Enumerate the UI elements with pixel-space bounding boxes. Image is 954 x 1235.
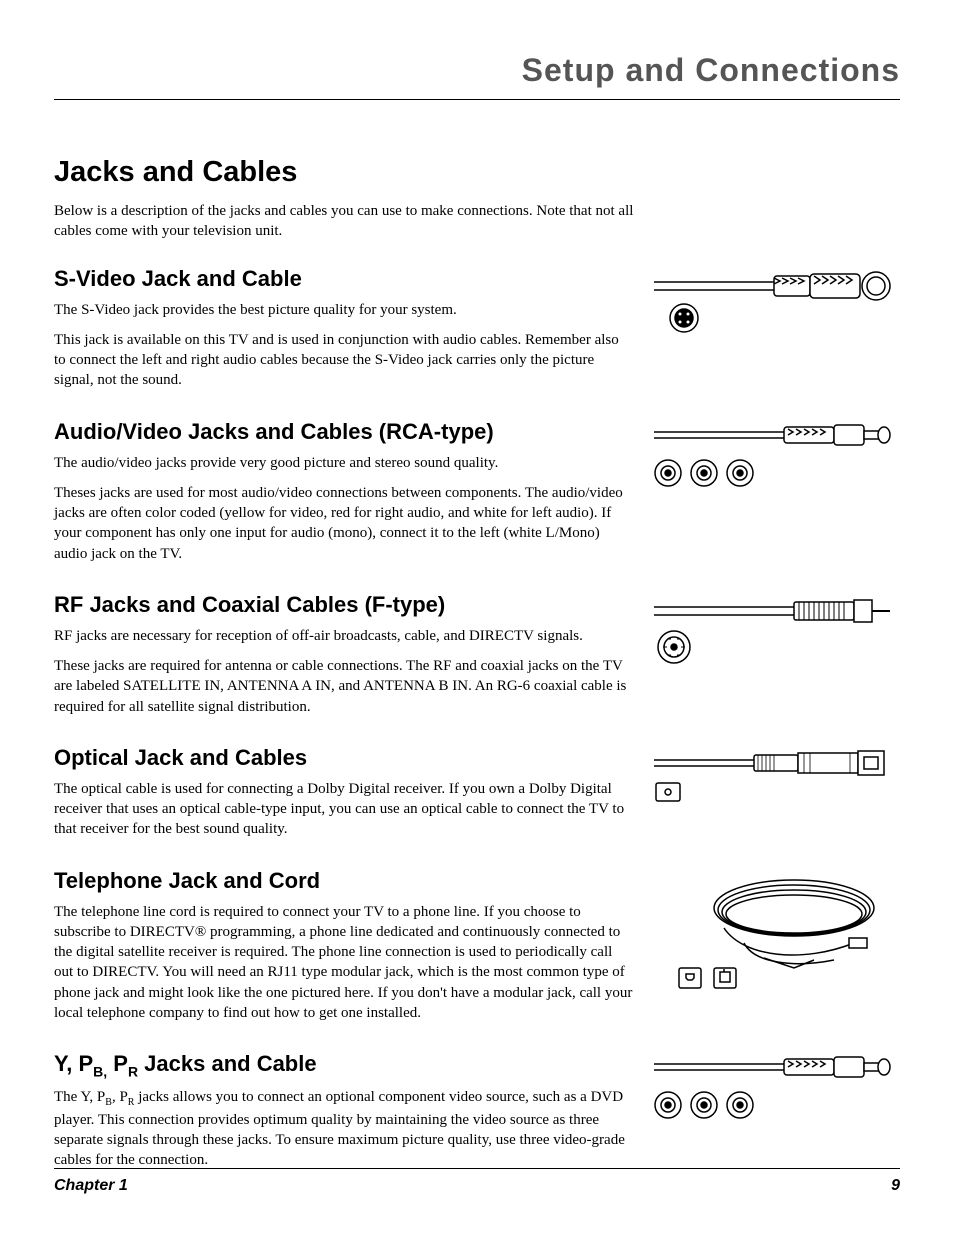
phone-p1: The telephone line cord is required to c… [54,902,634,1024]
component-figure [654,1051,900,1121]
svideo-p1: The S-Video jack provides the best pictu… [54,300,634,320]
rf-figure [654,592,900,672]
comp-p-mid: , P [112,1089,128,1105]
comp-h-r: R [128,1063,138,1079]
section-phone: Telephone Jack and Cord The telephone li… [54,868,900,1034]
av-p1: The audio/video jacks provide very good … [54,453,634,473]
comp-h-mid: P [107,1051,128,1076]
heading-component: Y, PB, PR Jacks and Cable [54,1051,634,1079]
comp-p-b: B [105,1097,112,1108]
phone-figure [654,868,900,998]
section-av: Audio/Video Jacks and Cables (RCA-type) … [54,419,900,574]
av-p2: Theses jacks are used for most audio/vid… [54,483,634,564]
component-p1: The Y, PB, PR jacks allows you to connec… [54,1087,634,1170]
footer-chapter: Chapter 1 [54,1177,128,1195]
rf-p2: These jacks are required for antenna or … [54,656,634,717]
section-rf: RF Jacks and Coaxial Cables (F-type) RF … [54,592,900,727]
rf-p1: RF jacks are necessary for reception of … [54,626,634,646]
heading-optical: Optical Jack and Cables [54,745,634,771]
page-header: Setup and Connections [54,52,900,100]
comp-p-pre: The Y, P [54,1089,105,1105]
page: Setup and Connections Jacks and Cables B… [0,0,954,1235]
svideo-p2: This jack is available on this TV and is… [54,330,634,391]
comp-h-pre: Y, P [54,1051,93,1076]
heading-rf: RF Jacks and Coaxial Cables (F-type) [54,592,634,618]
heading-svideo: S-Video Jack and Cable [54,266,634,292]
heading-phone: Telephone Jack and Cord [54,868,634,894]
optical-p1: The optical cable is used for connecting… [54,779,634,840]
section-optical: Optical Jack and Cables The optical cabl… [54,745,900,850]
comp-h-post: Jacks and Cable [138,1051,317,1076]
section-component: Y, PB, PR Jacks and Cable The Y, PB, PR … [54,1051,900,1181]
comp-h-b: B, [93,1063,107,1079]
optical-figure [654,745,900,805]
comp-p-post: jacks allows you to connect an optional … [54,1089,625,1168]
section-svideo: S-Video Jack and Cable The S-Video jack … [54,266,900,401]
main-title: Jacks and Cables [54,156,900,189]
av-figure [654,419,900,489]
footer-page: 9 [891,1177,900,1195]
svideo-figure [654,266,900,336]
page-footer: Chapter 1 9 [54,1168,900,1195]
heading-av: Audio/Video Jacks and Cables (RCA-type) [54,419,634,445]
intro-paragraph: Below is a description of the jacks and … [54,201,654,242]
